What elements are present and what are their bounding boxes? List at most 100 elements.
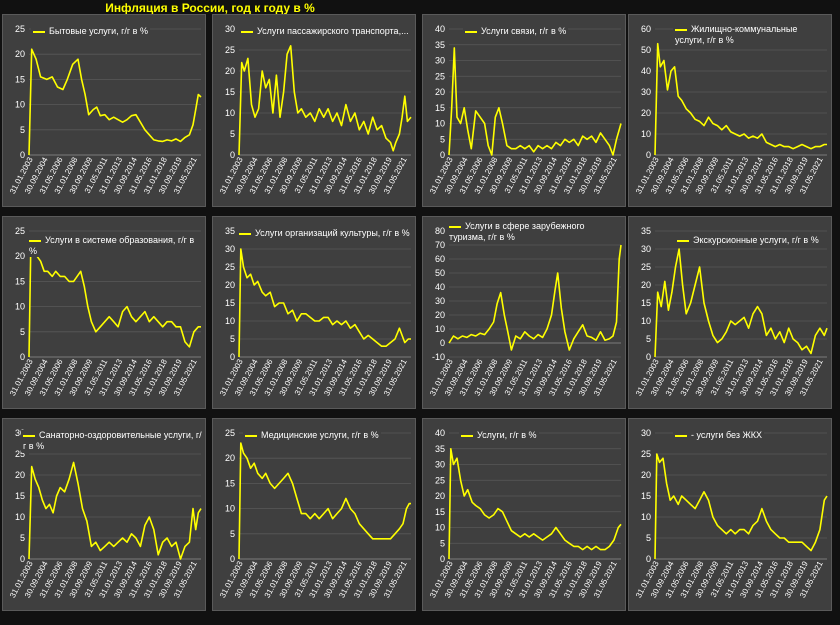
y-tick-label: 20 — [15, 470, 25, 480]
chart-panel: 0 5 10 15 20 25 31.01.2003 30.09.2004 31.05.2006… — [2, 216, 206, 409]
y-tick-label: 15 — [15, 491, 25, 501]
legend-swatch — [677, 239, 689, 242]
legend-label: Услуги организаций культуры, г/г в % — [255, 228, 410, 238]
legend-swatch — [29, 239, 41, 242]
y-tick-label: 30 — [641, 428, 651, 438]
y-tick-label: 30 — [435, 460, 445, 470]
y-tick-label: 30 — [225, 24, 235, 34]
y-tick-label: 15 — [225, 298, 235, 308]
chart-panel: 0 5 10 15 20 25 30 35 31.01.2003 30.09.2004 31.05.… — [628, 216, 832, 409]
legend-swatch — [461, 434, 473, 437]
y-tick-label: 15 — [641, 491, 651, 501]
y-tick-label: 10 — [225, 316, 235, 326]
chart-panel: 0 10 20 30 40 50 60 31.01.2003 30.09.2004 31.05.2… — [628, 14, 832, 207]
y-tick-label: 0 — [20, 150, 25, 160]
chart-panel: 0 5 10 15 20 25 30 31.01.2003 30.09.2004 31.05.20… — [2, 418, 206, 611]
y-tick-label: 30 — [435, 56, 445, 66]
y-tick-label: 15 — [15, 276, 25, 286]
y-tick-label: 60 — [641, 24, 651, 34]
y-tick-label: 20 — [435, 310, 445, 320]
y-tick-label: 20 — [15, 251, 25, 261]
y-tick-label: 50 — [641, 45, 651, 55]
y-tick-label: 20 — [641, 280, 651, 290]
y-tick-label: 30 — [641, 87, 651, 97]
y-tick-label: 10 — [225, 108, 235, 118]
series-line — [238, 44, 412, 156]
legend-swatch — [675, 28, 687, 31]
series-line — [448, 447, 622, 560]
legend-label: Жилищно-коммунальные услуги, г/г в % — [675, 24, 798, 45]
chart-svg: 010203040506031.01.200330.09.200431.05.2… — [634, 24, 827, 195]
y-tick-label: 10 — [641, 316, 651, 326]
y-tick-label: 0 — [230, 150, 235, 160]
series-line — [28, 461, 202, 560]
legend-swatch — [465, 30, 477, 33]
y-tick-label: 10 — [435, 523, 445, 533]
y-tick-label: 25 — [15, 226, 25, 236]
chart-svg: 051015202531.01.200330.09.200431.05.2006… — [218, 428, 411, 599]
y-tick-label: 0 — [646, 554, 651, 564]
y-tick-label: 25 — [15, 449, 25, 459]
legend-swatch — [33, 30, 45, 33]
y-tick-label: 25 — [225, 45, 235, 55]
legend-label: Бытовые услуги, г/г в % — [49, 26, 148, 36]
legend-swatch — [241, 30, 253, 33]
legend-swatch — [23, 434, 35, 437]
y-tick-label: 20 — [225, 66, 235, 76]
y-tick-label: 35 — [435, 40, 445, 50]
chart-svg: -100102030405060708031.01.200330.09.2004… — [428, 226, 622, 397]
y-tick-label: 60 — [435, 254, 445, 264]
y-tick-label: 20 — [641, 108, 651, 118]
y-tick-label: 5 — [440, 538, 445, 548]
y-tick-label: 25 — [641, 449, 651, 459]
y-tick-label: -10 — [432, 352, 445, 362]
legend-label: Услуги в сфере зарубежного туризма, г/г … — [449, 221, 585, 242]
y-tick-label: 10 — [225, 504, 235, 514]
y-tick-label: 30 — [435, 296, 445, 306]
legend-label: Санаторно-оздоровительные услуги, г/г в … — [23, 430, 202, 451]
y-tick-label: 70 — [435, 240, 445, 250]
y-tick-label: 5 — [230, 334, 235, 344]
legend: Услуги, г/г в % — [459, 430, 539, 441]
y-tick-label: 5 — [20, 125, 25, 135]
series-line — [238, 248, 411, 358]
y-tick-label: 5 — [646, 334, 651, 344]
legend-swatch — [239, 232, 251, 235]
y-tick-label: 40 — [435, 428, 445, 438]
legend-label: Медицинские услуги, г/г в % — [261, 430, 379, 440]
legend: Услуги в системе образования, г/г в % — [27, 235, 205, 257]
legend-swatch — [449, 225, 461, 228]
y-tick-label: 20 — [435, 491, 445, 501]
y-tick-label: 80 — [435, 226, 445, 236]
chart-svg: 051015202530354031.01.200330.09.200431.0… — [428, 428, 622, 599]
y-tick-label: 10 — [641, 129, 651, 139]
chart-panel: 0 5 10 15 20 25 31.01.2003 30.09.2004 31.05.2006… — [2, 14, 206, 207]
series-line — [28, 245, 201, 358]
y-tick-label: 0 — [230, 554, 235, 564]
y-tick-label: 10 — [15, 302, 25, 312]
y-tick-label: 5 — [20, 327, 25, 337]
chart-svg: 051015202530354031.01.200330.09.200431.0… — [428, 24, 622, 195]
chart-svg: 05101520253031.01.200330.09.200431.05.20… — [218, 24, 412, 195]
series-line — [654, 248, 828, 358]
y-tick-label: 0 — [646, 352, 651, 362]
legend-swatch — [675, 434, 687, 437]
legend: Бытовые услуги, г/г в % — [31, 26, 150, 37]
chart-svg: 0510152025303531.01.200330.09.200431.05.… — [218, 226, 411, 397]
y-tick-label: 15 — [15, 74, 25, 84]
legend-label: Услуги пассажирского транспорта,... — [257, 26, 409, 36]
y-tick-label: 0 — [440, 150, 445, 160]
y-tick-label: 0 — [440, 554, 445, 564]
legend-label: Услуги связи, г/г в % — [481, 26, 567, 36]
y-tick-label: 25 — [641, 262, 651, 272]
legend: Медицинские услуги, г/г в % — [243, 430, 381, 441]
y-tick-label: 25 — [435, 71, 445, 81]
y-tick-label: 15 — [435, 507, 445, 517]
chart-panel: 0 5 10 15 20 25 31.01.2003 30.09.2004 31.05.2006… — [212, 418, 416, 611]
series-line — [238, 442, 411, 560]
y-tick-label: 20 — [15, 49, 25, 59]
chart-panel: 0 5 10 15 20 25 30 35 40 31.01.2003 30.09.2004 31.0… — [422, 14, 626, 207]
chart-panel: -10 0 10 20 30 40 50 60 70 80 31.01.2003 30.09.2004… — [422, 216, 626, 409]
chart-svg: 0510152025303531.01.200330.09.200431.05.… — [634, 226, 828, 397]
